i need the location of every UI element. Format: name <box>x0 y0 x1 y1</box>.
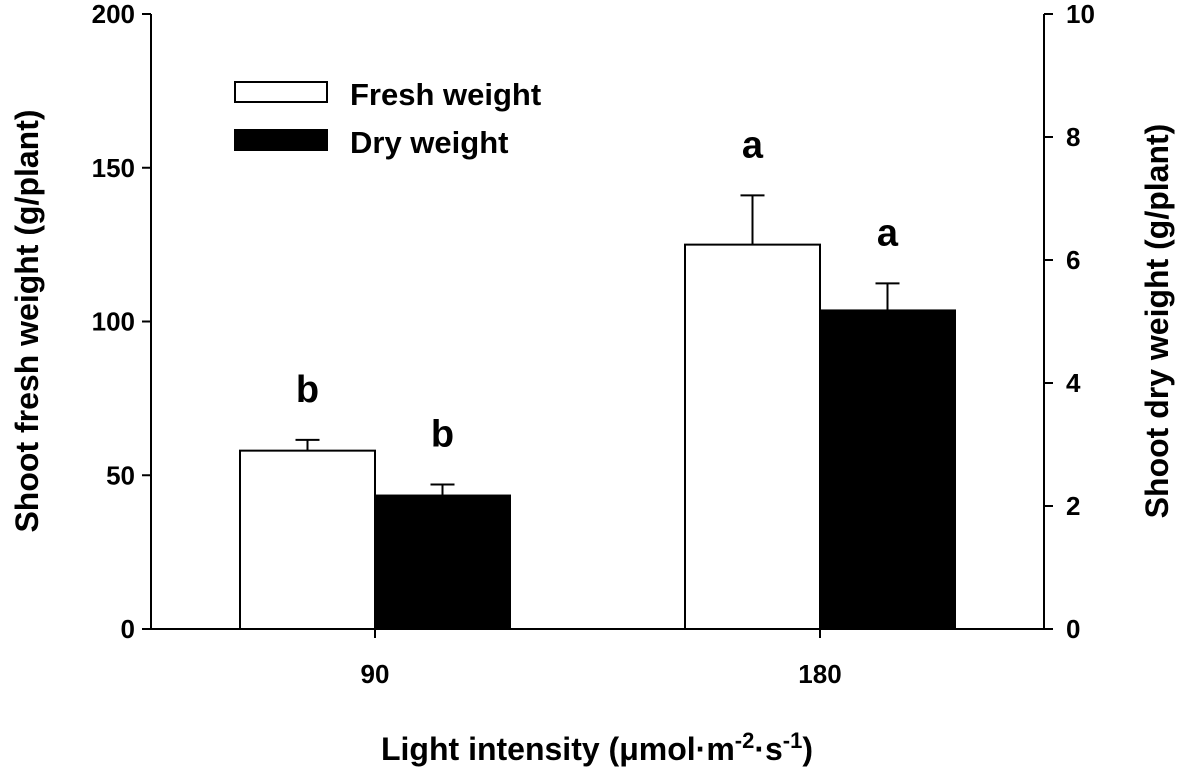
x-axis-title: Light intensity (μmol·m-2·s-1) <box>381 728 813 767</box>
significance-letter: b <box>431 413 454 455</box>
bar-dry-weight-180 <box>819 309 956 630</box>
y-tick-label-right: 2 <box>1066 491 1080 521</box>
y-tick-label-left: 50 <box>106 460 135 490</box>
bar-dry-weight-90 <box>374 494 511 631</box>
y-axis-right-title: Shoot dry weight (g/plant) <box>1139 124 1175 519</box>
significance-letter: a <box>742 124 764 166</box>
legend-label-fresh-weight: Fresh weight <box>350 77 541 112</box>
bar-fresh-weight-90 <box>239 449 376 630</box>
significance-letter: a <box>877 212 899 254</box>
y-axis-left-title: Shoot fresh weight (g/plant) <box>9 109 45 532</box>
x-tick-label: 180 <box>798 659 841 689</box>
y-tick-label-right: 8 <box>1066 122 1080 152</box>
y-tick-label-left: 200 <box>92 0 135 29</box>
legend: Fresh weight Dry weight <box>234 77 541 160</box>
legend-swatch-dry-weight <box>234 129 328 151</box>
y-tick-label-right: 4 <box>1066 368 1081 398</box>
y-tick-label-right: 6 <box>1066 245 1080 275</box>
x-tick-label: 90 <box>361 659 390 689</box>
legend-swatch-fresh-weight <box>234 81 328 103</box>
significance-letter: b <box>296 369 319 411</box>
y-tick-label-left: 150 <box>92 153 135 183</box>
y-tick-label-left: 0 <box>121 614 135 644</box>
y-tick-label-left: 100 <box>92 307 135 337</box>
bar-fresh-weight-180 <box>684 243 821 630</box>
y-tick-label-right: 10 <box>1066 0 1095 29</box>
y-tick-label-right: 0 <box>1066 614 1080 644</box>
legend-label-dry-weight: Dry weight <box>350 125 508 160</box>
